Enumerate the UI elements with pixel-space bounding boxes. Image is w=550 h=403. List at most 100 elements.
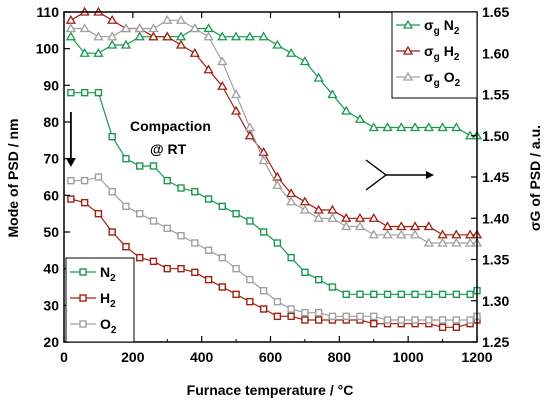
data-point [341,221,352,231]
data-point [409,229,421,239]
data-point [94,88,103,97]
data-point [382,122,393,132]
data-point [79,47,90,57]
data-point [148,31,159,41]
legend-item-sigma-N2: σg N2 [396,17,460,37]
legend-item-H2: H2 [70,290,116,310]
legend-mode: N2 H2 O2 [65,257,135,343]
data-point [425,316,433,324]
y-left-tick-label: 20 [43,334,59,350]
data-point [246,217,254,225]
data-point [191,187,199,196]
x-tick-label: 600 [259,349,283,365]
legend-label: σg N2 [424,17,460,37]
series-sigmag-H2 [65,6,483,239]
data-point [438,290,447,299]
y-right-tick-label: 1.35 [482,252,509,268]
data-point [177,231,185,240]
y-right-tick-label: 1.45 [482,169,509,185]
data-point [162,31,173,41]
annotation-line-2: @ RT [150,141,187,157]
data-point [94,209,103,218]
y-right-tick-label: 1.60 [482,45,509,61]
data-point [134,23,145,33]
legend-marker [402,19,414,29]
data-point [230,105,242,115]
y-left-tick-label: 100 [36,41,60,57]
data-point [396,229,407,239]
compaction-arrow-head [65,158,76,167]
data-point [203,64,214,74]
data-point [259,305,268,313]
data-point [370,319,378,328]
data-point [272,39,283,49]
data-point [67,176,75,185]
series-sigmag-O2 [65,14,483,247]
data-point [177,184,185,192]
legend-label: N2 [100,264,116,284]
y-left-tick-label: 60 [43,187,59,203]
data-point [464,237,476,247]
legend-label: σg H2 [424,43,460,63]
data-point [286,47,297,57]
legends: N2 H2 O2 σg N2 σg H2 σg O2 [65,11,478,343]
data-point [108,228,116,236]
data-point [368,229,379,239]
legend-marker [402,45,414,55]
data-point [94,173,103,181]
data-point [341,105,352,115]
data-point [272,179,283,189]
y-right-tick-label: 1.50 [482,128,509,144]
x-axis-title: Furnace temperature / °C [187,382,354,398]
data-point [409,122,421,132]
data-point [299,196,311,206]
data-point [383,290,392,299]
data-point [218,253,227,262]
data-point [342,290,350,299]
axes: 0 200 400 600 800 1000 1200 20 30 40 50 60 70 80 90 100… [36,4,510,365]
data-point [314,275,323,284]
y-left-tick-label: 90 [43,77,59,93]
y-left-tick-label: 50 [43,224,59,240]
data-point [120,39,132,49]
data-point [272,171,283,181]
legend-item-N2: N2 [70,264,116,284]
data-point [438,316,447,324]
data-point [67,195,75,203]
data-point [148,23,159,33]
data-point [107,39,118,49]
data-point [411,316,419,324]
y-right-tick-label: 1.55 [482,87,509,103]
data-point [149,217,158,225]
y-left-tick-label: 70 [43,151,59,167]
data-point [314,316,323,324]
data-point [299,204,311,214]
data-point [189,47,200,57]
data-point [397,290,405,299]
data-point [342,312,350,321]
data-point [134,31,145,41]
y-right-tick-label: 1.40 [482,210,509,226]
data-point [466,316,474,324]
data-point [273,239,282,247]
data-point [122,242,130,251]
data-point [437,122,448,132]
legend-marker [402,71,414,81]
data-point [259,286,268,295]
data-point [163,264,171,273]
legend-item-sigma-O2: σg O2 [396,69,461,89]
data-point [423,237,434,247]
data-point [438,323,447,332]
data-point [370,312,378,321]
legend-marker [79,320,87,328]
y-left-axis-title: Mode of PSD / nm [5,119,21,238]
data-point [79,23,90,33]
y-left-tick-label: 40 [43,261,59,277]
legend-item-O2: O2 [70,316,117,336]
data-point [382,229,393,239]
data-point [451,237,462,247]
data-point [189,23,200,33]
data-point [191,239,199,247]
data-point [136,253,144,262]
data-point [232,290,240,299]
